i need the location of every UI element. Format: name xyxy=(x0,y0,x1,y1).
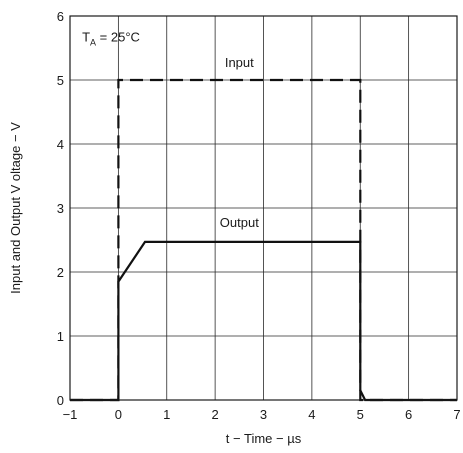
annotation-base: T xyxy=(82,30,90,45)
x-tick-label: 2 xyxy=(212,407,219,422)
x-tick-label: 1 xyxy=(163,407,170,422)
x-axis-title: t − Time − µs xyxy=(226,431,302,446)
x-tick-label: 7 xyxy=(453,407,460,422)
x-tick-label: −1 xyxy=(63,407,78,422)
x-tick-label: 3 xyxy=(260,407,267,422)
y-axis-title: Input and Output V oltage − V xyxy=(8,122,23,294)
grid xyxy=(70,16,457,400)
x-tick-label: 5 xyxy=(357,407,364,422)
annotation-sub: A xyxy=(90,38,96,48)
plot-frame xyxy=(69,15,458,401)
y-tick-label: 3 xyxy=(57,201,64,216)
y-tick-label: 2 xyxy=(57,265,64,280)
x-tick-label: 0 xyxy=(115,407,122,422)
x-tick-label: 4 xyxy=(308,407,315,422)
temperature-annotation: TA = 25°C xyxy=(82,30,140,48)
x-tick-label: 6 xyxy=(405,407,412,422)
y-tick-label: 4 xyxy=(57,137,64,152)
series-labels: Input Output xyxy=(220,55,259,230)
y-tick-label: 0 xyxy=(57,393,64,408)
annotation-rest: = 25°C xyxy=(96,30,140,45)
y-tick-label: 6 xyxy=(57,9,64,24)
series-label-output: Output xyxy=(220,215,259,230)
series-line-output xyxy=(70,240,457,402)
y-tick-label: 1 xyxy=(57,329,64,344)
series-label-input: Input xyxy=(225,55,254,70)
y-tick-label: 5 xyxy=(57,73,64,88)
